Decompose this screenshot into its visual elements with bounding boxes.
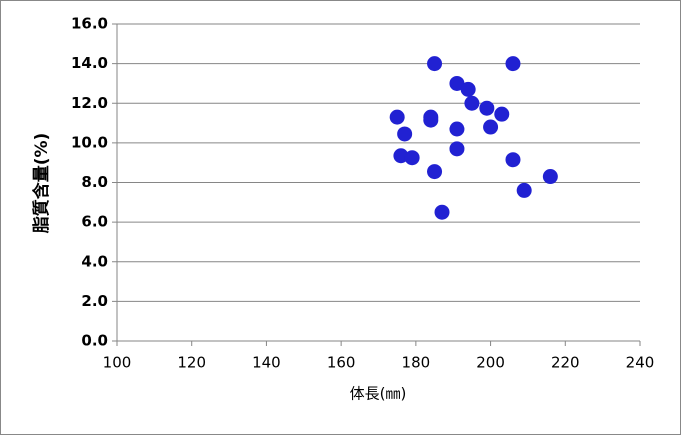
point (449, 75, 465, 91)
x-axis-label: 体長(㎜) (350, 385, 407, 403)
point (505, 152, 521, 168)
y-tick-label: 12.0 (71, 94, 108, 112)
point (483, 119, 499, 135)
y-tick-label: 2.0 (81, 292, 108, 310)
point (449, 141, 465, 157)
y-tick-label: 16.0 (71, 15, 108, 33)
y-tick-label: 6.0 (81, 213, 108, 231)
x-tick-label: 200 (476, 354, 505, 372)
point (505, 56, 521, 72)
y-tick-label: 4.0 (81, 252, 108, 270)
point (516, 182, 532, 198)
x-tick-label: 140 (252, 354, 281, 372)
y-tick-label: 10.0 (71, 133, 108, 151)
point (494, 106, 510, 122)
point (397, 126, 413, 142)
y-tick-label: 8.0 (81, 173, 108, 191)
point (449, 121, 465, 137)
point (434, 204, 450, 220)
x-tick-label: 180 (402, 354, 431, 372)
y-tick-label: 0.0 (81, 332, 108, 350)
y-tick-label: 14.0 (71, 54, 108, 72)
point (389, 109, 405, 125)
y-axis-label: 脂質含量(%) (31, 133, 52, 234)
point (427, 164, 443, 180)
point (423, 112, 439, 128)
x-tick-label: 220 (551, 354, 580, 372)
point (393, 148, 409, 164)
x-tick-label: 100 (103, 354, 132, 372)
x-tick-label: 160 (327, 354, 356, 372)
point (464, 95, 480, 111)
x-tick-label: 120 (177, 354, 206, 372)
point (404, 150, 420, 166)
point (427, 56, 443, 72)
point (460, 81, 476, 97)
point (542, 169, 558, 185)
x-tick-label: 240 (626, 354, 655, 372)
point (479, 100, 495, 116)
